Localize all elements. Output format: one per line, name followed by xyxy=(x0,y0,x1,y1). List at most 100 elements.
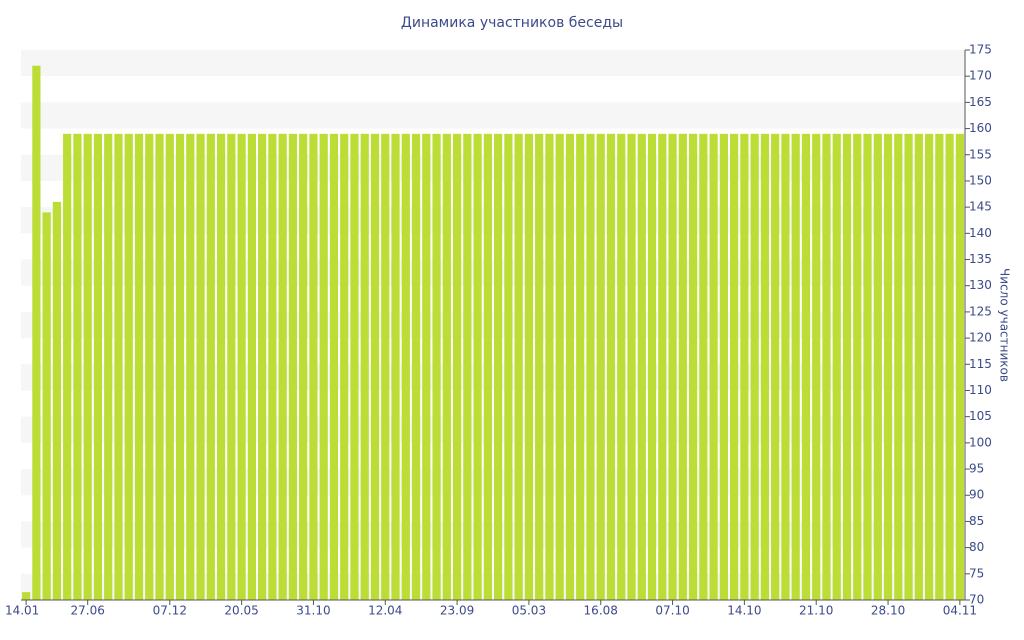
bar xyxy=(873,133,882,601)
bar xyxy=(22,592,31,600)
grid-band xyxy=(21,50,965,77)
bar xyxy=(627,133,636,601)
bar xyxy=(658,133,667,601)
x-tick-label: 05.03 xyxy=(512,604,546,618)
bar xyxy=(442,133,451,601)
bar xyxy=(555,133,564,601)
bar xyxy=(760,133,770,601)
bar xyxy=(883,133,893,601)
bar xyxy=(134,133,144,601)
bar xyxy=(904,133,913,601)
bar xyxy=(668,133,677,601)
bar xyxy=(617,133,626,601)
x-tick-label: 23.09 xyxy=(440,604,474,618)
bar xyxy=(360,133,369,601)
bar xyxy=(340,133,349,601)
bar xyxy=(955,133,964,601)
y-tick-label: 105 xyxy=(969,409,992,423)
bar xyxy=(637,133,646,601)
bar xyxy=(288,133,298,601)
bar xyxy=(247,133,256,601)
x-tick-label: 14.01 xyxy=(5,604,39,618)
bar xyxy=(381,133,390,601)
y-tick-label: 140 xyxy=(969,226,992,240)
bar xyxy=(730,133,739,601)
y-tick-label: 155 xyxy=(969,147,992,161)
bar xyxy=(350,133,359,601)
x-tick-label: 27.06 xyxy=(71,604,105,618)
x-tick-label: 31.10 xyxy=(296,604,330,618)
bar xyxy=(945,133,954,601)
bar xyxy=(114,133,123,601)
bar xyxy=(452,133,462,601)
bar xyxy=(329,133,339,601)
bar xyxy=(771,133,780,601)
bar xyxy=(83,133,92,601)
bar xyxy=(278,133,287,601)
x-tick-label: 14.10 xyxy=(727,604,761,618)
x-tick-label: 16.08 xyxy=(584,604,618,618)
bar xyxy=(863,133,872,601)
bar xyxy=(719,133,728,601)
bar xyxy=(411,133,421,601)
bar xyxy=(801,133,811,601)
y-tick-label: 125 xyxy=(969,304,992,318)
bar xyxy=(165,133,174,601)
bar xyxy=(586,133,595,601)
y-tick-label: 135 xyxy=(969,252,992,266)
bar xyxy=(822,133,831,601)
bar xyxy=(32,65,41,600)
bar xyxy=(935,133,944,601)
bar xyxy=(422,133,431,601)
grid-band xyxy=(21,102,965,129)
chart-title: Динамика участников беседы xyxy=(401,15,623,31)
y-tick-label: 150 xyxy=(969,173,992,187)
y-tick-label: 70 xyxy=(969,593,984,607)
x-tick-label: 21.10 xyxy=(799,604,833,618)
y-tick-label: 145 xyxy=(969,200,992,214)
bar xyxy=(175,133,185,601)
bar xyxy=(473,133,482,601)
x-tick-label: 07.12 xyxy=(153,604,187,618)
bar xyxy=(688,133,698,601)
bar xyxy=(576,133,585,601)
bar xyxy=(268,133,277,601)
bar xyxy=(309,133,318,601)
y-tick-label: 130 xyxy=(969,278,992,292)
bar xyxy=(709,133,718,601)
x-tick-label: 20.05 xyxy=(224,604,258,618)
y-tick-label: 160 xyxy=(969,121,992,135)
bar xyxy=(155,133,164,601)
bar xyxy=(740,133,749,601)
bar xyxy=(52,201,62,600)
bar xyxy=(812,133,821,601)
bar xyxy=(545,133,554,601)
bar xyxy=(432,133,441,601)
bar xyxy=(319,133,328,601)
bar xyxy=(791,133,800,601)
bar xyxy=(227,133,236,601)
bar xyxy=(514,133,523,601)
bar xyxy=(42,212,51,600)
bar xyxy=(606,133,616,601)
bar xyxy=(894,133,903,601)
bar xyxy=(853,133,862,601)
bar xyxy=(124,133,133,601)
y-tick-label: 75 xyxy=(969,566,984,580)
bar xyxy=(370,133,380,601)
bar xyxy=(914,133,923,601)
bar xyxy=(842,133,852,601)
bar xyxy=(535,133,544,601)
bar xyxy=(483,133,492,601)
bar xyxy=(678,133,687,601)
bar xyxy=(463,133,472,601)
bar xyxy=(524,133,534,601)
bar xyxy=(699,133,708,601)
y-tick-label: 165 xyxy=(969,95,992,109)
bar xyxy=(237,133,246,601)
bar xyxy=(750,133,759,601)
y-tick-label: 120 xyxy=(969,331,992,345)
bar xyxy=(565,133,575,601)
bar xyxy=(73,133,82,601)
